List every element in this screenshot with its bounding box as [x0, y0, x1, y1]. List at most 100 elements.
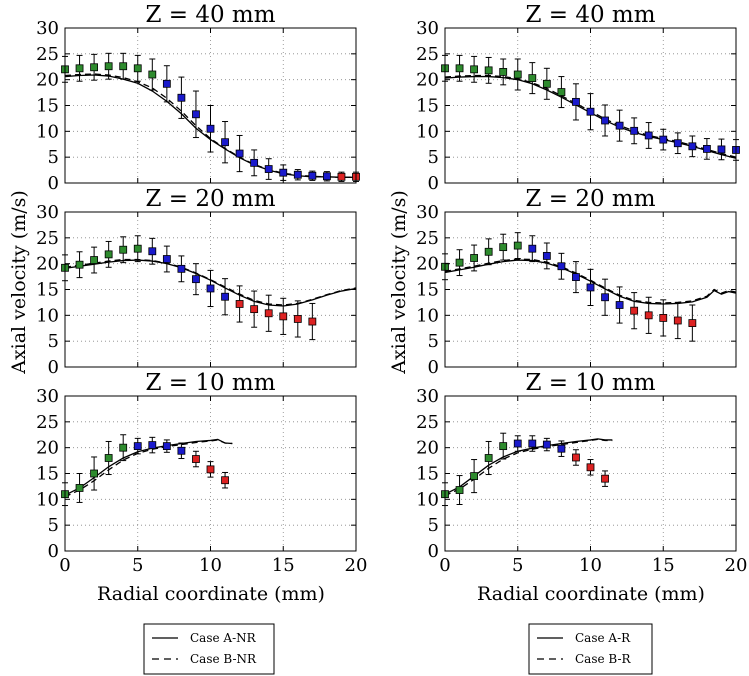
- data-point: [601, 474, 609, 483]
- data-point: [104, 62, 113, 71]
- data-point: [572, 273, 580, 282]
- data-point: [162, 79, 171, 88]
- y-tick-label: 15: [36, 280, 59, 301]
- data-point: [470, 472, 479, 480]
- data-point: [235, 149, 244, 158]
- data-point: [644, 311, 653, 320]
- panel-title: Z = 10 mm: [145, 370, 275, 396]
- data-point: [90, 469, 98, 478]
- data-point: [337, 172, 346, 181]
- data-point: [455, 258, 464, 267]
- data-point: [162, 255, 171, 263]
- data-point: [293, 170, 302, 179]
- data-point: [615, 121, 624, 130]
- x-tick-label: 5: [512, 555, 523, 576]
- data-point: [499, 442, 508, 451]
- y-tick-label: 20: [36, 70, 59, 91]
- series-line-case-b-nr: [64, 258, 357, 306]
- data-point: [221, 138, 229, 147]
- y-tick-label: 10: [36, 305, 59, 326]
- data-point: [119, 443, 128, 452]
- legend-frame: [528, 623, 653, 675]
- legend-label: Case A-R: [575, 631, 631, 645]
- data-point: [148, 247, 157, 256]
- y-tick-label: 30: [36, 386, 59, 407]
- panel-title: Z = 20 mm: [145, 186, 275, 212]
- data-point: [250, 305, 259, 314]
- x-tick-label: 0: [439, 555, 450, 576]
- data-point: [659, 135, 668, 144]
- data-point: [206, 284, 215, 293]
- data-point: [513, 241, 522, 250]
- data-point: [177, 264, 186, 273]
- data-point: [279, 312, 288, 321]
- data-point: [688, 142, 697, 151]
- y-tick-label: 25: [36, 44, 59, 65]
- x-tick-label: 0: [59, 555, 70, 576]
- y-tick-label: 0: [48, 173, 59, 194]
- series-line-case-b-nr: [64, 73, 356, 178]
- y-tick-label: 20: [36, 438, 59, 459]
- y-tick-label: 25: [36, 228, 59, 249]
- y-tick-label: 5: [48, 515, 59, 536]
- data-point: [133, 244, 142, 253]
- y-tick-label: 0: [428, 541, 439, 562]
- data-point: [192, 275, 200, 284]
- y-tick-label: 15: [416, 280, 439, 301]
- y-axis-label-right: Axial velocity (m/s): [388, 190, 410, 375]
- legend-right: Case A-R Case B-R: [528, 623, 653, 675]
- data-point: [601, 116, 609, 125]
- x-axis-label-right: Radial coordinate (mm): [477, 583, 705, 605]
- x-tick-label: 15: [652, 555, 675, 576]
- data-point: [90, 63, 98, 72]
- data-point: [192, 110, 200, 119]
- data-point: [601, 293, 609, 302]
- y-tick-label: 0: [48, 541, 59, 562]
- data-point: [630, 306, 639, 315]
- data-point: [528, 74, 537, 83]
- panel-title: Z = 40 mm: [525, 2, 655, 28]
- y-tick-label: 15: [36, 96, 59, 117]
- y-tick-label: 20: [416, 438, 439, 459]
- x-axis-label-left: Radial coordinate (mm): [97, 583, 325, 605]
- data-point: [586, 283, 595, 292]
- data-point: [133, 64, 142, 73]
- data-point: [688, 319, 697, 327]
- y-tick-label: 10: [36, 489, 59, 510]
- chart-panel-4: 0 5 10 15 20 25 30 Z = 20 mm: [416, 186, 737, 378]
- y-tick-label: 25: [36, 412, 59, 433]
- data-point: [470, 254, 479, 262]
- y-tick-label: 10: [416, 489, 439, 510]
- data-point: [542, 252, 551, 260]
- data-point: [177, 446, 186, 455]
- data-point: [119, 245, 128, 254]
- data-point: [717, 145, 726, 154]
- data-point: [542, 440, 551, 449]
- data-point: [673, 316, 682, 325]
- data-point: [264, 165, 273, 173]
- data-point: [104, 250, 113, 259]
- series-line-case-b-r: [444, 438, 613, 497]
- y-tick-label: 0: [428, 173, 439, 194]
- panel-title: Z = 40 mm: [145, 2, 275, 28]
- data-point: [192, 455, 200, 463]
- y-tick-label: 0: [48, 357, 59, 378]
- data-point: [557, 444, 566, 453]
- data-point: [133, 442, 142, 451]
- data-point: [572, 453, 580, 462]
- x-tick-label: 10: [199, 555, 222, 576]
- data-point: [572, 97, 580, 106]
- data-point: [104, 454, 113, 462]
- panel-title: Z = 10 mm: [525, 370, 655, 396]
- data-point: [75, 260, 84, 269]
- y-axis-label-left: Axial velocity (m/s): [8, 190, 30, 375]
- data-point: [484, 247, 493, 256]
- y-tick-label: 20: [416, 254, 439, 275]
- data-point: [542, 79, 551, 88]
- data-point: [659, 314, 668, 322]
- data-point: [322, 172, 331, 181]
- y-tick-label: 30: [36, 18, 59, 39]
- y-tick-label: 5: [428, 147, 439, 168]
